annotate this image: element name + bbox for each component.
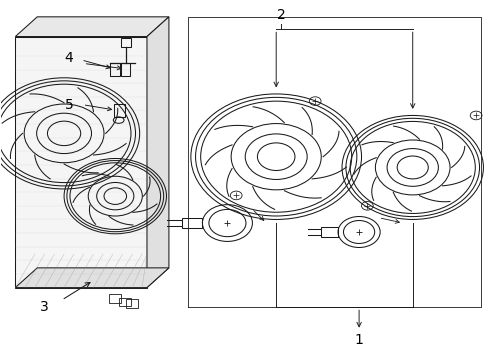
- Bar: [109, 294, 121, 303]
- Text: 2: 2: [276, 8, 285, 22]
- Bar: [126, 300, 138, 308]
- Polygon shape: [15, 37, 147, 288]
- Polygon shape: [15, 268, 168, 288]
- Text: 5: 5: [64, 98, 73, 112]
- Polygon shape: [15, 17, 168, 37]
- Text: 1: 1: [354, 333, 363, 347]
- Bar: [119, 298, 131, 306]
- Text: 3: 3: [40, 300, 49, 314]
- Text: 4: 4: [64, 51, 73, 65]
- Polygon shape: [147, 17, 168, 288]
